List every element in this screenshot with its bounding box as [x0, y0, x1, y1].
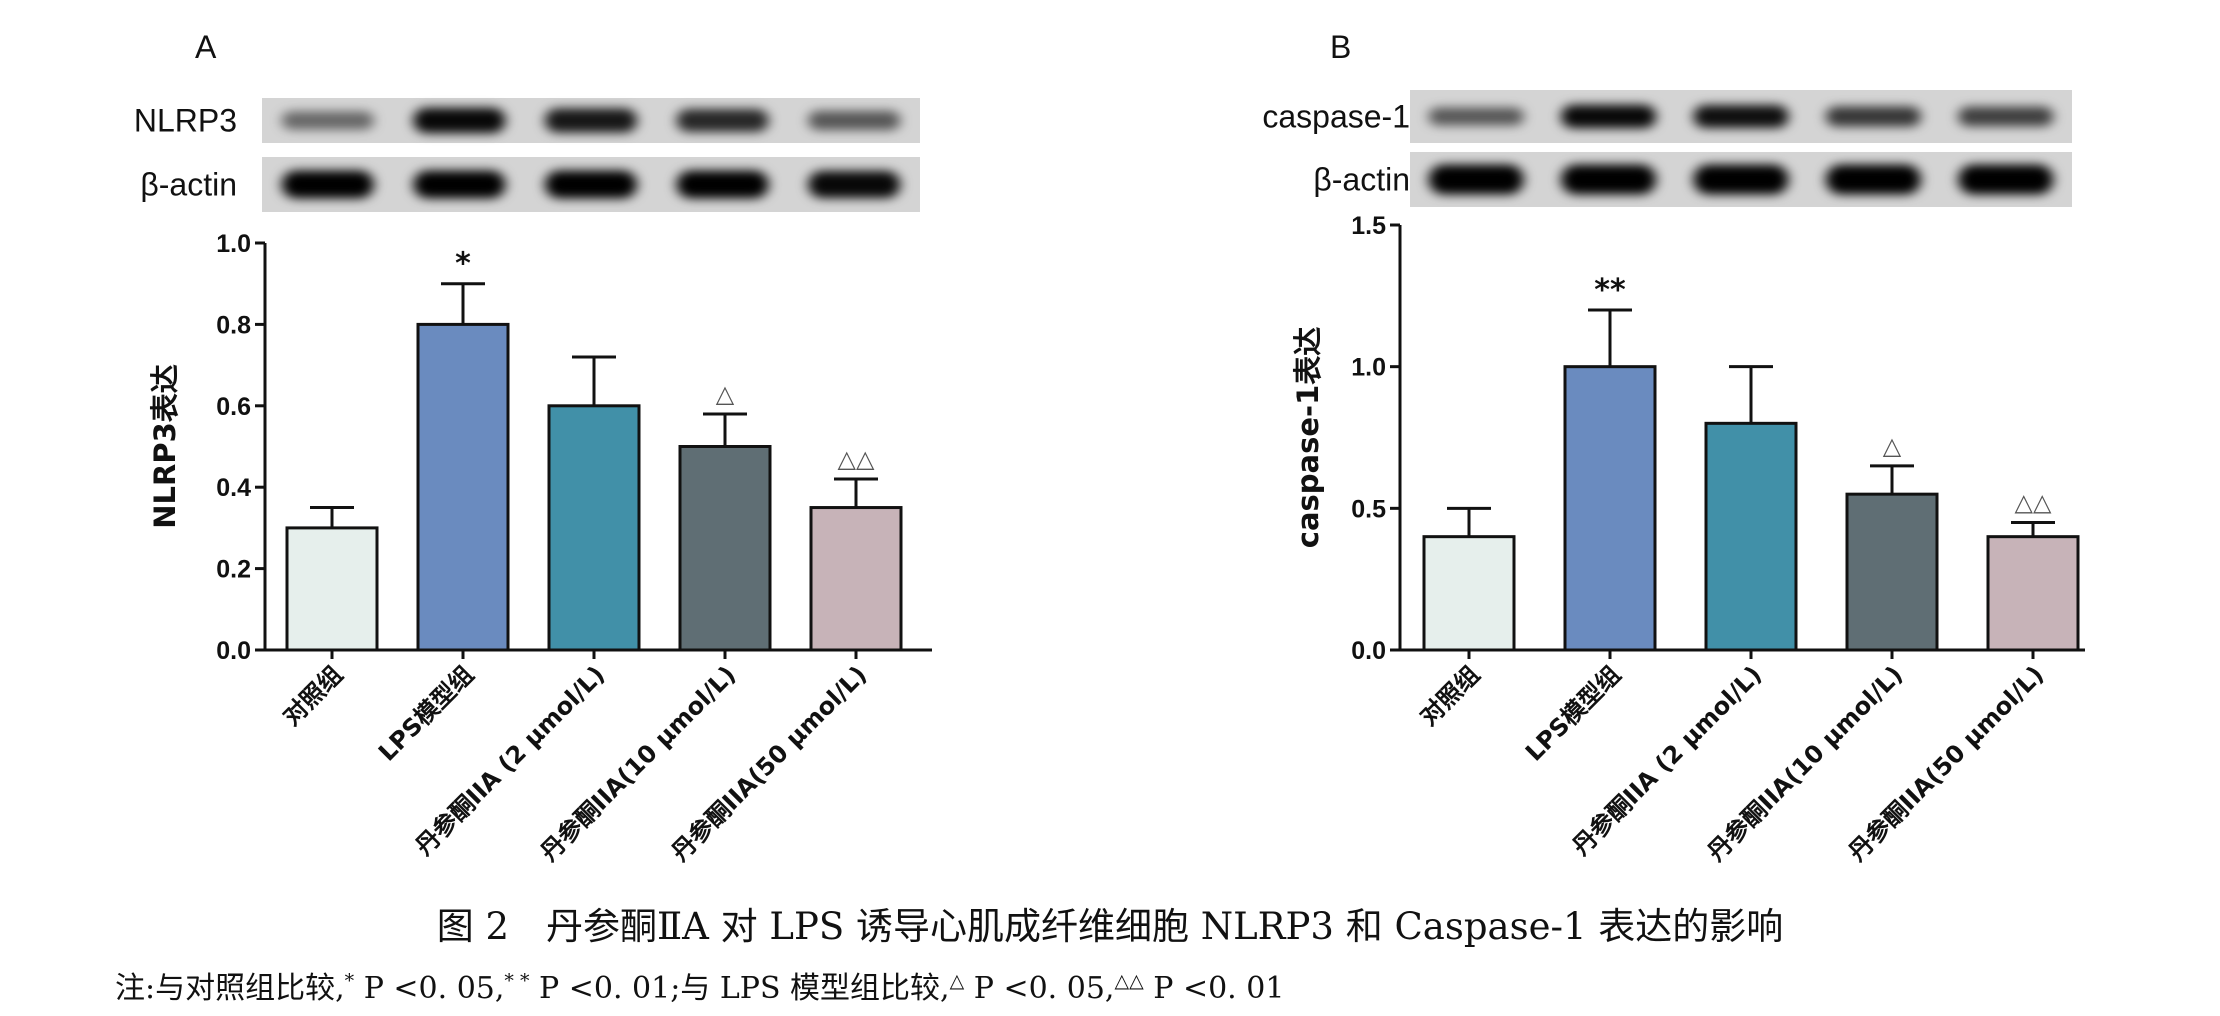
a-blot-band: [808, 110, 901, 131]
note-mark-4: △△: [1114, 970, 1144, 992]
b-significance-mark: △: [1883, 432, 1902, 460]
a-y-tick-label: 0.8: [216, 311, 251, 339]
b-blot-label-2: β-actin: [1313, 162, 1410, 198]
b-blot-band: [1428, 164, 1524, 195]
figure-note: 注:与对照组比较,* P <0. 05,* * P <0. 01;与 LPS 模…: [115, 963, 1284, 1007]
b-bar: [1845, 492, 1939, 652]
note-mark-3: △: [949, 970, 965, 992]
b-bar: [1563, 365, 1657, 652]
a-bar: [285, 526, 379, 652]
b-bar: [1422, 535, 1516, 652]
b-y-tick-label: 0.5: [1351, 495, 1386, 523]
figure-svg: A NLRP3 β-actin 0.0 0.2 0.4 0.6 0.8 1.0 NLRP3表达对照…: [134, 29, 2085, 867]
a-bar: [809, 506, 903, 652]
a-y-tick-label: 0.4: [216, 474, 251, 502]
a-blot-band: [281, 111, 374, 130]
b-bar: [1986, 535, 2080, 652]
b-blot-band: [1825, 164, 1921, 195]
a-significance-mark: △: [716, 380, 735, 408]
note-text-2: P <0. 01;与 LPS 模型组比较,: [529, 971, 950, 1006]
b-blot-band: [1561, 164, 1657, 195]
b-significance-mark: △△: [2015, 489, 2052, 517]
b-significance-mark: **: [1594, 273, 1626, 308]
a-blot-band: [413, 107, 506, 134]
b-blot-band: [1825, 106, 1921, 127]
a-category-label: LPS模型组: [373, 660, 479, 766]
a-blot-band: [545, 170, 637, 199]
panel-a: A NLRP3 β-actin 0.0 0.2 0.4 0.6 0.8 1.0 NLRP3表达对照…: [134, 29, 932, 867]
a-blot-band: [676, 170, 769, 199]
a-blot-label-2: β-actin: [140, 167, 237, 203]
b-panel-label: B: [1330, 29, 1351, 65]
b-y-tick-label: 1.5: [1351, 212, 1386, 240]
a-category-label: 对照组: [278, 660, 349, 731]
b-blot-band: [1693, 105, 1789, 128]
a-blot-band: [281, 170, 374, 199]
a-significance-mark: △△: [838, 445, 875, 473]
a-y-tick-label: 1.0: [216, 230, 251, 258]
note-mark-2: * *: [504, 970, 530, 992]
a-y-tick-label: 0.0: [216, 637, 251, 665]
a-y-tick-label: 0.6: [216, 393, 251, 421]
a-blot-band: [545, 108, 637, 133]
a-y-axis-label: NLRP3表达: [148, 364, 182, 529]
figure-caption: 图 2 丹参酮ⅡA 对 LPS 诱导心肌成纤维细胞 NLRP3 和 Caspas…: [436, 905, 1784, 948]
b-blot-label-1: caspase-1: [1262, 99, 1410, 135]
a-blot-band: [413, 170, 506, 199]
a-bar: [547, 404, 641, 652]
b-blot-band: [1428, 107, 1524, 126]
a-blot-band: [676, 108, 769, 133]
b-blot-band: [1958, 106, 2054, 127]
a-y-tick-label: 0.2: [216, 556, 251, 584]
b-category-label: LPS模型组: [1520, 660, 1626, 766]
b-blot-band: [1958, 164, 2054, 195]
a-blot-label-1: NLRP3: [134, 103, 237, 139]
b-category-label: 对照组: [1415, 660, 1486, 731]
b-bar: [1704, 421, 1798, 652]
b-blot-band: [1693, 164, 1789, 195]
a-bar: [678, 445, 772, 652]
b-blot-band: [1561, 104, 1657, 129]
note-mark-1: *: [344, 970, 355, 992]
note-text-3: P <0. 05,: [964, 971, 1115, 1006]
b-y-axis-label: caspase-1表达: [1291, 327, 1325, 549]
note-text-1: P <0. 05,: [354, 971, 505, 1006]
a-blot-band: [808, 170, 901, 199]
b-y-tick-label: 0.0: [1351, 637, 1386, 665]
a-panel-label: A: [195, 29, 217, 65]
note-text-4: P <0. 01: [1143, 971, 1285, 1006]
note-prefix: 注:与对照组比较,: [115, 971, 345, 1006]
a-bar: [416, 322, 510, 652]
a-significance-mark: *: [455, 247, 471, 282]
b-y-tick-label: 1.0: [1351, 354, 1386, 382]
